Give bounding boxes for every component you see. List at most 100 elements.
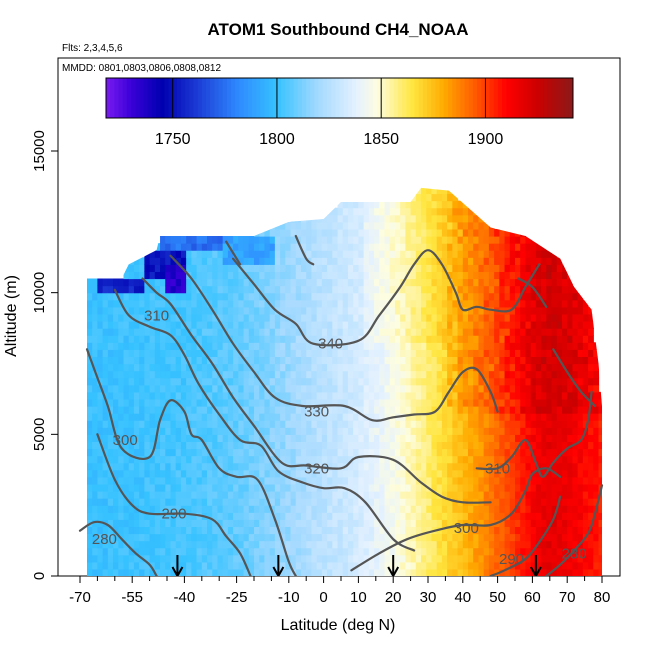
heatmap-cell bbox=[551, 257, 558, 265]
heatmap-cell bbox=[118, 335, 125, 343]
heatmap-cell bbox=[478, 568, 485, 576]
heatmap-cell bbox=[327, 420, 333, 428]
heatmap-cell bbox=[118, 377, 125, 386]
heatmap-cell bbox=[285, 526, 292, 535]
heatmap-cell bbox=[509, 391, 516, 400]
heatmap-cell bbox=[285, 561, 292, 570]
heatmap-cell bbox=[248, 257, 255, 265]
heatmap-cell bbox=[488, 363, 495, 372]
heatmap-cell bbox=[593, 491, 600, 499]
heatmap-cell bbox=[473, 526, 480, 535]
heatmap-cell bbox=[227, 321, 234, 329]
heatmap-cell bbox=[452, 519, 459, 528]
heatmap-cell bbox=[431, 243, 438, 251]
heatmap-cell bbox=[556, 278, 563, 287]
heatmap-cell bbox=[212, 335, 219, 343]
heatmap-cell bbox=[488, 448, 495, 457]
heatmap-cell bbox=[546, 420, 553, 428]
heatmap-cell bbox=[431, 193, 438, 202]
heatmap-cell bbox=[207, 561, 213, 570]
heatmap-cell bbox=[515, 568, 521, 576]
heatmap-cell bbox=[254, 257, 260, 265]
heatmap-cell bbox=[468, 236, 474, 244]
heatmap-cell bbox=[525, 335, 532, 343]
heatmap-cell bbox=[535, 441, 542, 450]
heatmap-cell bbox=[384, 505, 391, 513]
heatmap-cell bbox=[97, 377, 104, 386]
heatmap-cell bbox=[353, 328, 359, 336]
heatmap-cell bbox=[248, 462, 255, 471]
heatmap-cell bbox=[509, 363, 516, 372]
heatmap-cell bbox=[332, 476, 339, 485]
heatmap-cell bbox=[368, 292, 375, 301]
heatmap-cell bbox=[254, 469, 260, 478]
heatmap-cell bbox=[139, 363, 145, 372]
heatmap-cell bbox=[118, 391, 125, 400]
heatmap-cell bbox=[123, 328, 130, 336]
heatmap-cell bbox=[186, 363, 192, 372]
heatmap-cell bbox=[374, 328, 380, 336]
heatmap-cell bbox=[546, 306, 553, 315]
heatmap-cell bbox=[535, 243, 542, 251]
heatmap-cell bbox=[274, 264, 281, 273]
heatmap-cell bbox=[139, 377, 145, 386]
heatmap-cell bbox=[541, 328, 547, 336]
heatmap-cell bbox=[358, 455, 365, 464]
heatmap-cell bbox=[243, 384, 250, 393]
heatmap-cell bbox=[462, 561, 469, 570]
heatmap-cell bbox=[160, 476, 166, 485]
heatmap-cell bbox=[374, 228, 380, 237]
heatmap-cell bbox=[384, 434, 391, 443]
x-tick-label: 10 bbox=[350, 589, 367, 606]
heatmap-cell bbox=[285, 377, 292, 386]
heatmap-cell bbox=[483, 236, 490, 244]
heatmap-cell bbox=[551, 448, 558, 457]
heatmap-cell bbox=[556, 306, 563, 315]
heatmap-cell bbox=[535, 483, 542, 492]
heatmap-cell bbox=[295, 278, 302, 287]
heatmap-cell bbox=[144, 257, 151, 265]
heatmap-cell bbox=[389, 540, 396, 549]
heatmap-cell bbox=[139, 264, 145, 273]
heatmap-cell bbox=[567, 483, 574, 492]
heatmap-cell bbox=[400, 356, 406, 365]
heatmap-cell bbox=[337, 476, 344, 485]
heatmap-cell bbox=[311, 469, 318, 478]
heatmap-cell bbox=[499, 413, 506, 421]
heatmap-cell bbox=[473, 214, 480, 223]
heatmap-cell bbox=[269, 533, 276, 542]
heatmap-cell bbox=[186, 476, 192, 485]
heatmap-cell bbox=[494, 236, 500, 244]
heatmap-cell bbox=[123, 491, 130, 499]
heatmap-cell bbox=[196, 257, 203, 265]
heatmap-cell bbox=[421, 370, 427, 379]
heatmap-cell bbox=[285, 335, 292, 343]
heatmap-cell bbox=[368, 328, 375, 336]
heatmap-cell bbox=[274, 377, 281, 386]
heatmap-cell bbox=[452, 547, 459, 556]
heatmap-cell bbox=[525, 243, 532, 251]
heatmap-cell bbox=[191, 285, 198, 294]
contour-line bbox=[96, 433, 252, 576]
heatmap-cell bbox=[415, 455, 422, 464]
heatmap-cell bbox=[384, 257, 391, 265]
heatmap-cell bbox=[133, 540, 140, 549]
heatmap-cell bbox=[546, 512, 553, 520]
heatmap-cell bbox=[394, 342, 401, 350]
heatmap-cell bbox=[546, 491, 553, 499]
heatmap-cell bbox=[483, 349, 490, 358]
heatmap-cell bbox=[191, 540, 198, 549]
heatmap-cell bbox=[561, 469, 568, 478]
heatmap-cell bbox=[499, 384, 506, 393]
heatmap-cell bbox=[520, 292, 527, 301]
heatmap-cell bbox=[139, 512, 145, 520]
heatmap-cell bbox=[191, 398, 198, 407]
heatmap-cell bbox=[525, 505, 532, 513]
heatmap-cell bbox=[196, 455, 203, 464]
heatmap-cell bbox=[160, 306, 166, 315]
heatmap-cell bbox=[254, 236, 260, 244]
heatmap-cell bbox=[327, 540, 333, 549]
heatmap-cell bbox=[175, 370, 182, 379]
heatmap-cell bbox=[384, 491, 391, 499]
heatmap-cell bbox=[384, 391, 391, 400]
